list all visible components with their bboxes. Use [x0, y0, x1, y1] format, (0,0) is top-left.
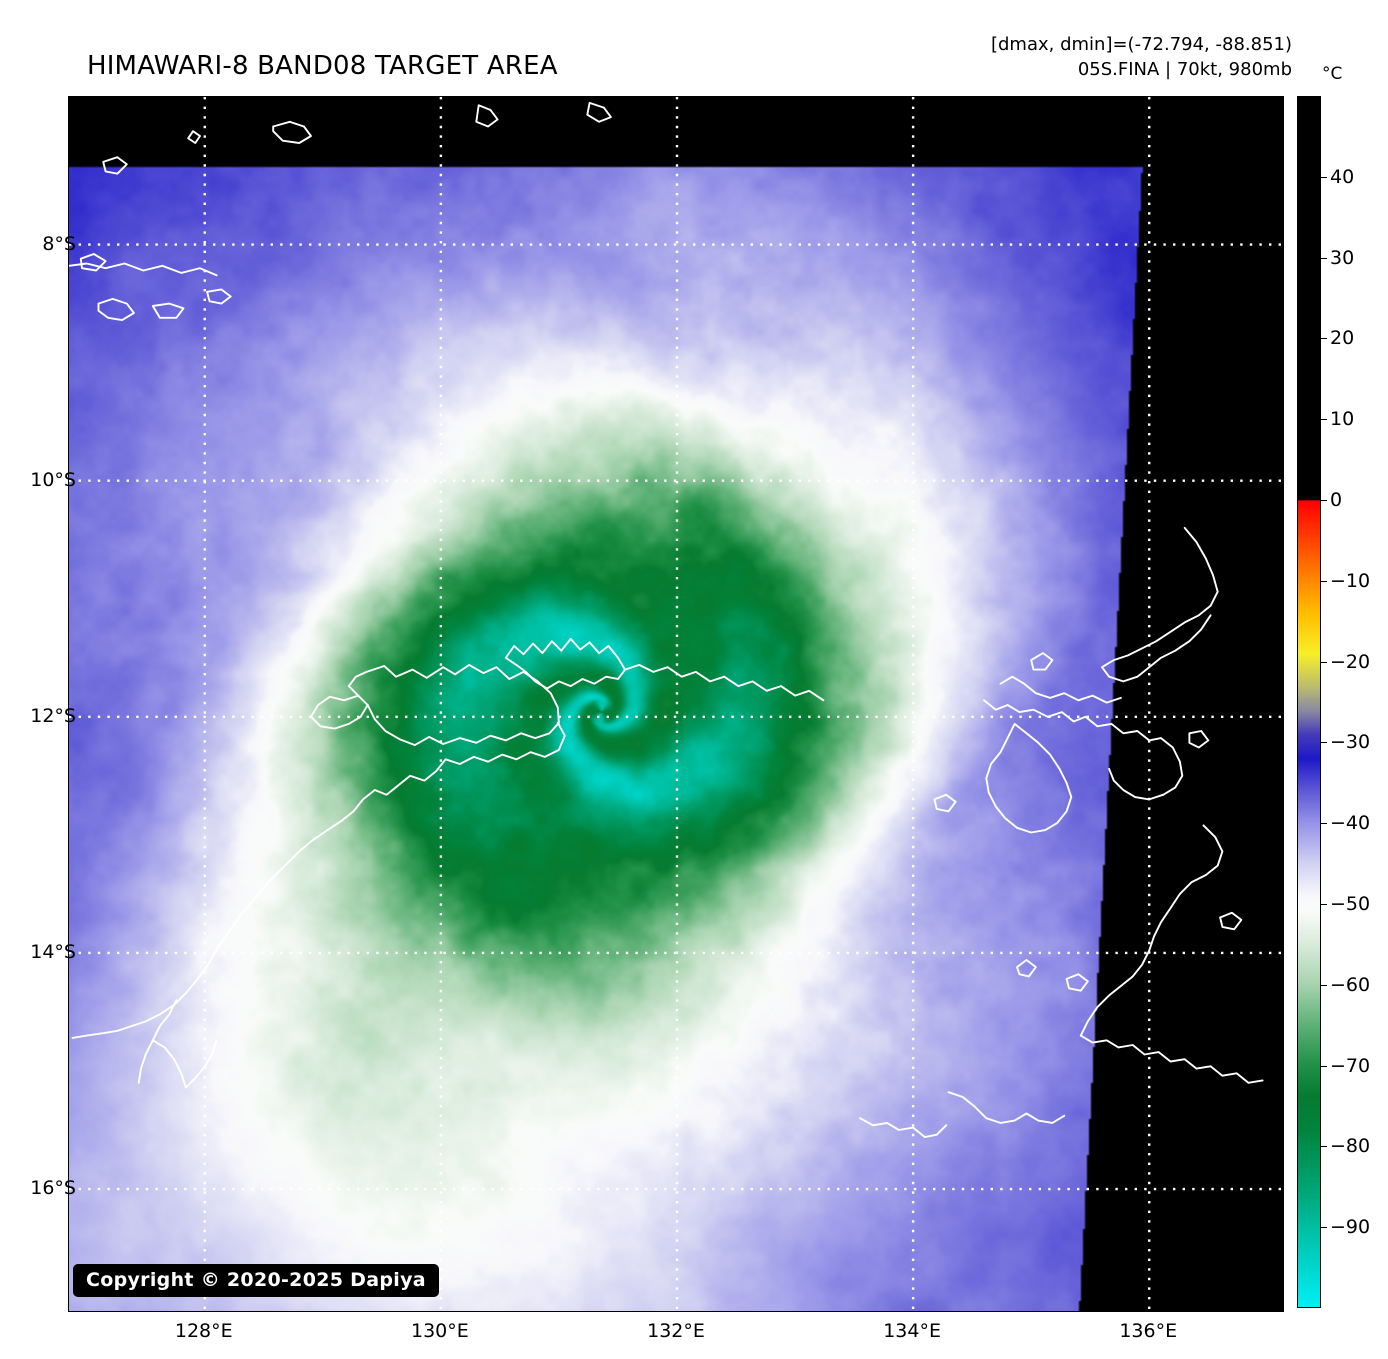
lon-tick-label: 130°E	[410, 1320, 469, 1342]
satellite-map[interactable]: Copyright © 2020-2025 Dapiya	[68, 96, 1284, 1312]
colorbar-tick-mark	[1321, 1065, 1327, 1067]
colorbar-tick-label: −80	[1330, 1135, 1371, 1158]
colorbar-tick-mark	[1321, 338, 1327, 340]
colorbar-unit-label: °C	[1322, 64, 1343, 84]
colorbar-gradient	[1297, 96, 1321, 1308]
colorbar-tick-mark	[1321, 1227, 1327, 1229]
colorbar-tick-mark	[1321, 500, 1327, 501]
lat-tick-label: 12°S	[30, 704, 76, 727]
lat-tick-label: 16°S	[30, 1177, 76, 1200]
temperature-colorbar[interactable]	[1297, 96, 1321, 1308]
lon-tick-label: 132°E	[647, 1320, 705, 1342]
colorbar-tick-label: −60	[1330, 973, 1371, 996]
colorbar-tick-mark	[1321, 1146, 1327, 1148]
colorbar-tick-mark	[1321, 904, 1327, 905]
title-line-1: HIMAWARI-8 BAND08 TARGET AREA	[86, 51, 558, 81]
colorbar-tick-label: −50	[1330, 893, 1371, 915]
colorbar-tick-mark	[1321, 176, 1327, 178]
lon-tick-label: 134°E	[883, 1320, 941, 1342]
colorbar-tick-mark	[1321, 661, 1327, 663]
colorbar-tick-mark	[1321, 984, 1327, 986]
metadata-block: [dmax, dmin]=(-72.794, -88.851) 05S.FINA…	[991, 32, 1292, 82]
colorbar-tick-label: 30	[1330, 246, 1355, 269]
lat-tick-label: 10°S	[30, 468, 76, 491]
lat-tick-label: 8°S	[42, 232, 76, 255]
colorbar-tick-label: −40	[1330, 812, 1371, 835]
colorbar-tick-label: 20	[1330, 327, 1355, 350]
colorbar-tick-label: −90	[1330, 1216, 1371, 1239]
colorbar-tick-label: 10	[1330, 408, 1355, 431]
storm-info-text: 05S.FINA | 70kt, 980mb	[1077, 59, 1292, 80]
colorbar-tick-label: −30	[1330, 731, 1371, 754]
colorbar-tick-label: 40	[1330, 165, 1355, 188]
colorbar-tick-label: −70	[1330, 1054, 1371, 1077]
colorbar-tick-label: −10	[1330, 569, 1371, 592]
colorbar-tick-mark	[1321, 823, 1327, 825]
colorbar-tick-mark	[1321, 257, 1327, 259]
lon-tick-label: 136°E	[1119, 1320, 1178, 1342]
colorbar-tick-label: −20	[1330, 650, 1371, 673]
colorbar-tick-mark	[1321, 580, 1327, 582]
colorbar-tick-label: 0	[1330, 489, 1343, 511]
dmax-dmin-text: [dmax, dmin]=(-72.794, -88.851)	[990, 34, 1292, 55]
copyright-watermark: Copyright © 2020-2025 Dapiya	[73, 1264, 439, 1297]
lat-tick-label: 14°S	[30, 940, 76, 963]
satellite-imagery-canvas	[69, 97, 1283, 1311]
lon-tick-label: 128°E	[174, 1320, 233, 1342]
colorbar-tick-mark	[1321, 419, 1327, 421]
colorbar-tick-mark	[1321, 742, 1327, 744]
